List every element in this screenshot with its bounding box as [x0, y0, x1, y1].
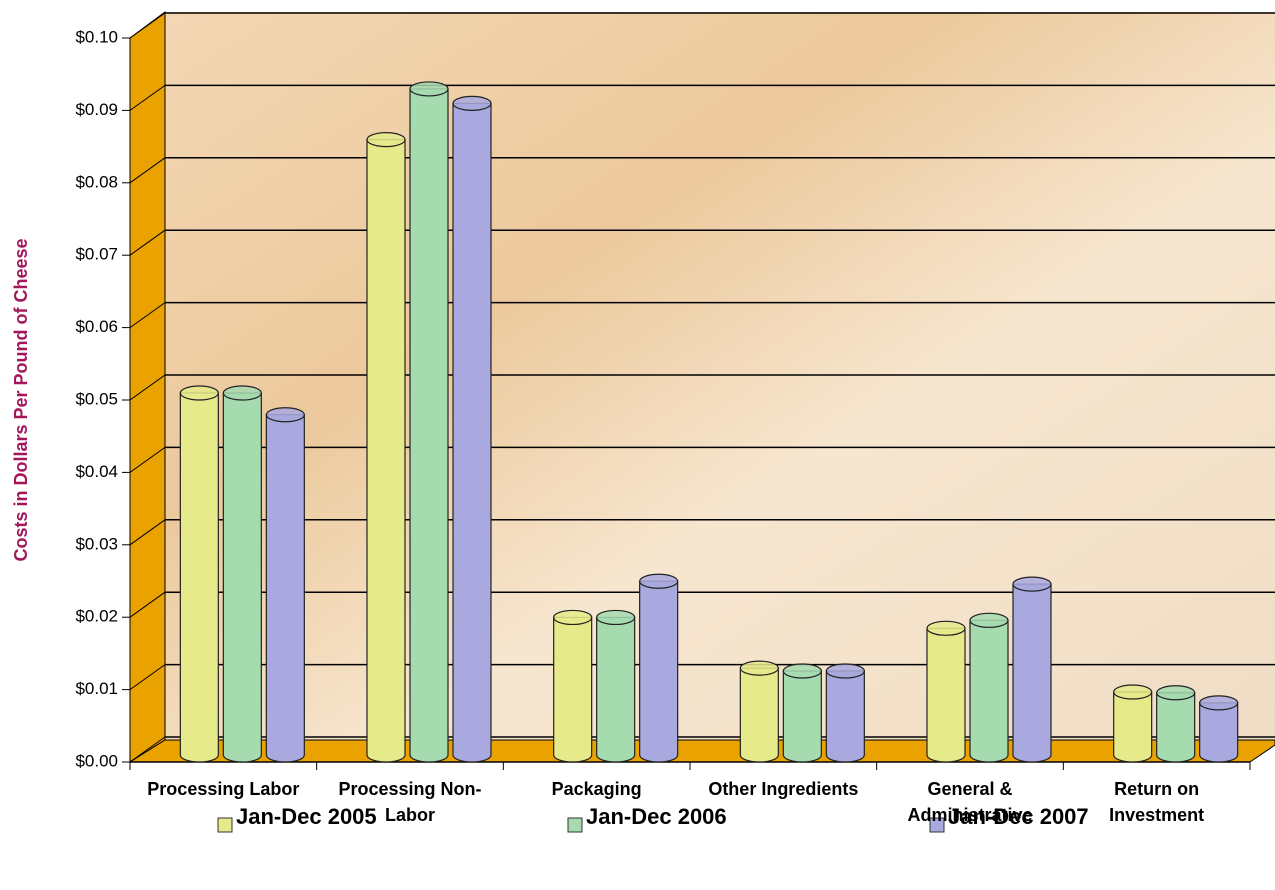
legend-label: Jan-Dec 2006 — [586, 804, 727, 829]
y-tick-label: $0.06 — [75, 317, 118, 336]
bar — [179, 392, 219, 763]
x-tick-label: Processing Labor — [147, 779, 300, 799]
x-tick-label: General & Administrative — [907, 779, 1033, 825]
grid-line — [129, 446, 166, 473]
grid-line — [129, 374, 166, 401]
bar-cap — [969, 612, 1009, 628]
bar-cap — [179, 385, 219, 401]
bar — [265, 414, 305, 763]
bar — [409, 88, 449, 763]
bar — [969, 619, 1009, 763]
bar-cap — [596, 609, 636, 626]
y-tick-label: $0.10 — [75, 27, 118, 46]
bar — [366, 139, 406, 763]
grid-line — [129, 229, 166, 256]
y-tick-label: $0.00 — [75, 751, 118, 770]
bar — [1113, 691, 1153, 763]
bar — [1199, 702, 1239, 763]
x-tick-label: Other Ingredients — [708, 779, 859, 799]
bar — [639, 580, 679, 763]
bar — [1156, 692, 1196, 763]
bar-cap — [452, 95, 492, 112]
y-tick-label: $0.09 — [75, 100, 118, 119]
x-tick-label: Return on Investment — [1109, 779, 1205, 825]
bar-cap — [782, 663, 822, 679]
bar-cap — [265, 407, 305, 423]
bar-cap — [926, 620, 966, 636]
bar-cap — [639, 573, 679, 589]
bar-cap — [222, 385, 262, 401]
bar — [222, 392, 262, 763]
bar-cap — [1199, 695, 1239, 711]
bar — [553, 616, 593, 763]
bar-cap — [409, 81, 449, 97]
y-tick-label: $0.01 — [75, 679, 118, 698]
bar-cap — [739, 660, 779, 676]
bar — [452, 102, 492, 763]
x-tick-label: Processing Non-Labor — [338, 779, 482, 825]
legend-label: Jan-Dec 2005 — [236, 804, 377, 829]
y-tick-label: $0.05 — [75, 389, 118, 408]
back-wall — [165, 12, 1275, 740]
bar-cap — [1113, 684, 1153, 700]
bar-cap — [553, 609, 593, 626]
grid-line — [129, 519, 166, 546]
bar — [1012, 583, 1052, 763]
y-tick-label: $0.07 — [75, 245, 118, 264]
bar-cap — [825, 663, 865, 679]
bar — [926, 627, 966, 763]
legend-swatch — [929, 817, 945, 833]
bar-cap — [366, 132, 406, 148]
y-tick-label: $0.04 — [75, 462, 118, 481]
grid-line — [129, 157, 166, 184]
bar — [825, 670, 865, 763]
grid-line — [129, 664, 166, 691]
y-tick-label: $0.08 — [75, 172, 118, 191]
bar-cap — [1012, 576, 1052, 592]
y-tick-label: $0.03 — [75, 534, 118, 553]
legend-swatch — [217, 817, 233, 833]
y-axis-title: Costs in Dollars Per Pound of Cheese — [11, 238, 31, 561]
legend-label: Jan-Dec 2007 — [948, 804, 1089, 829]
grid-line — [129, 302, 166, 329]
bar — [739, 667, 779, 763]
bar — [596, 616, 636, 763]
grid-line — [129, 84, 166, 111]
x-tick-label: Packaging — [551, 779, 642, 799]
legend-swatch — [567, 817, 583, 833]
bar — [782, 670, 822, 763]
grid-line — [129, 736, 166, 763]
y-tick-label: $0.02 — [75, 607, 118, 626]
grid-line — [129, 591, 166, 618]
grid-line — [129, 12, 166, 39]
bar-cap — [1156, 685, 1196, 701]
